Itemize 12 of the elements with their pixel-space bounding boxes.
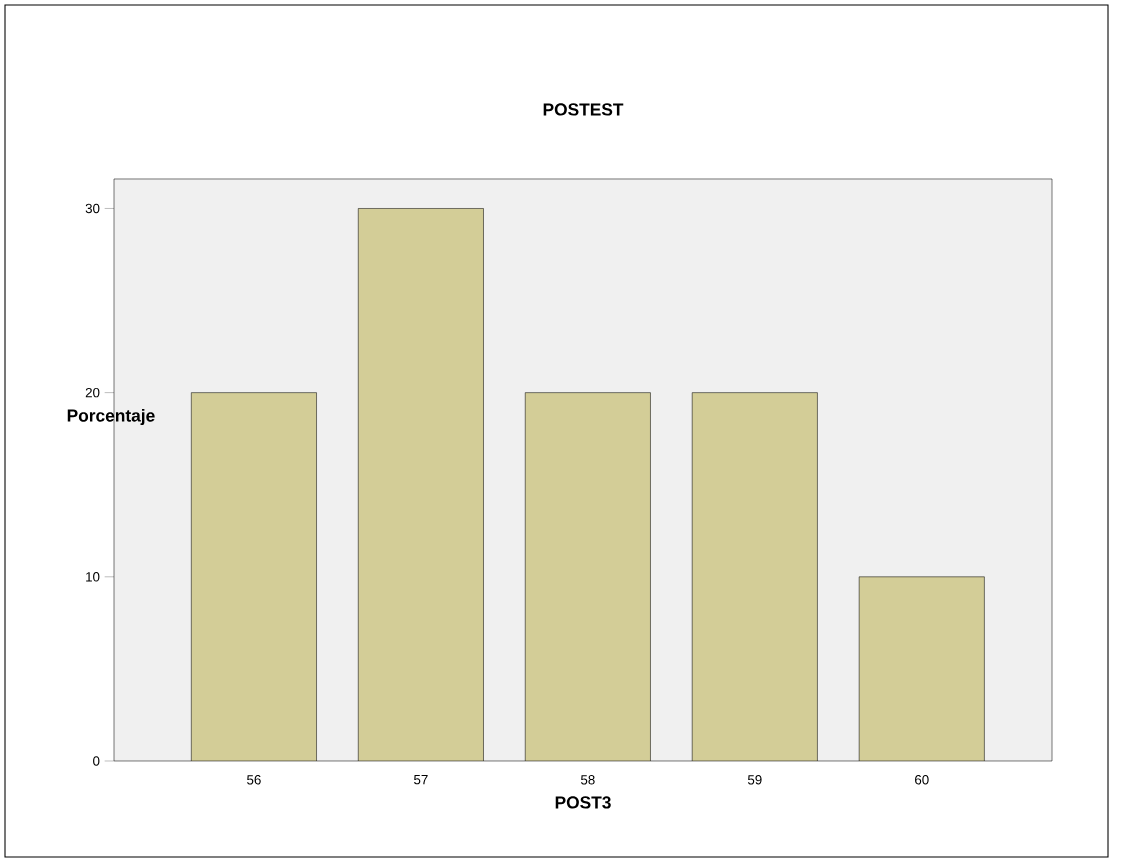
x-tick-label: 57 [414, 775, 428, 785]
y-tick-label: 30 [85, 203, 100, 214]
y-tick-label: 0 [93, 756, 100, 766]
chart-title: POSTEST [543, 103, 624, 116]
y-axis-title: Porcentaje [67, 408, 155, 426]
x-axis-title: POST3 [555, 796, 611, 809]
x-tick-label: 60 [915, 775, 929, 785]
y-tick-label: 20 [85, 387, 100, 398]
y-tick-label: 10 [86, 572, 100, 582]
x-tick-label: 59 [747, 775, 762, 785]
x-tick-label: 58 [580, 775, 595, 785]
x-tick-label: 56 [247, 775, 261, 785]
